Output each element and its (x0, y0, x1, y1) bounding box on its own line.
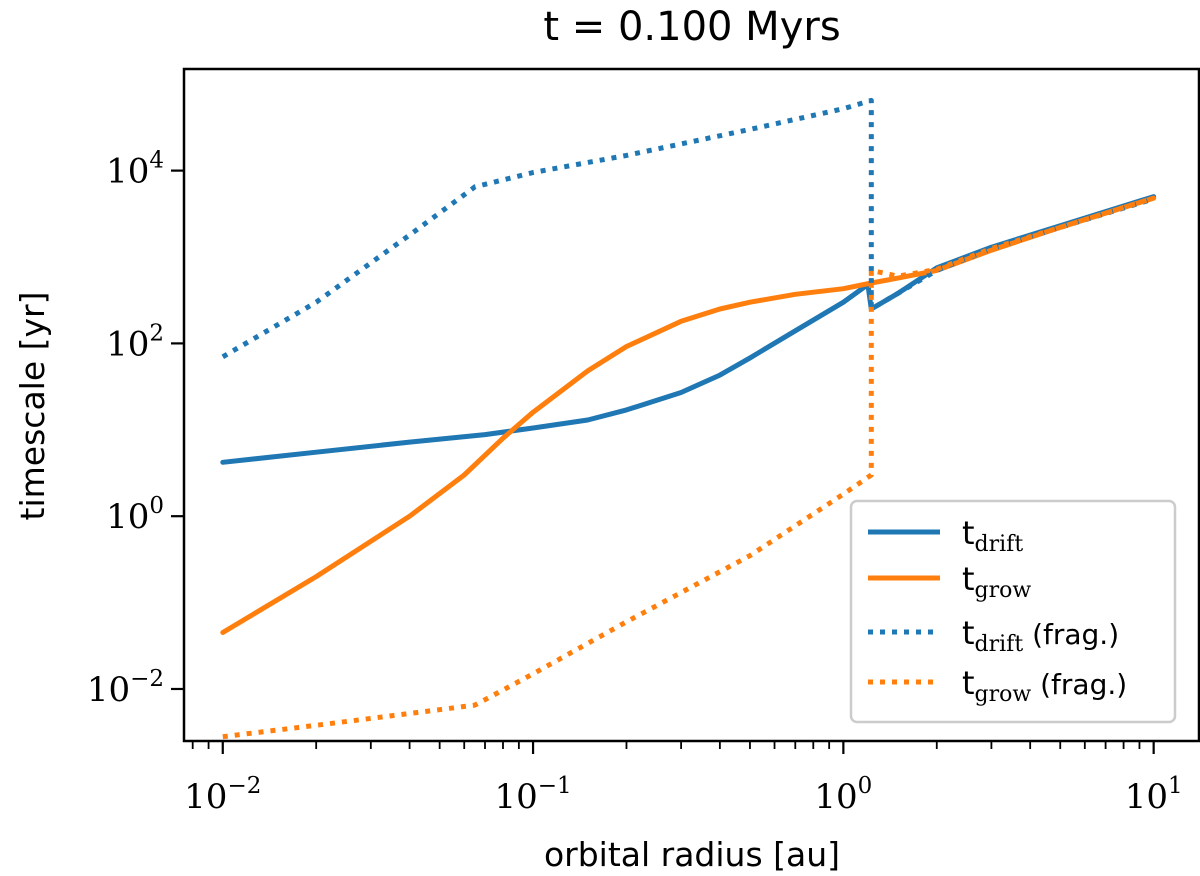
x-axis-label: orbital radius [au] (544, 835, 840, 874)
legend-label: tgrow (962, 560, 1031, 603)
major-ticks: 10−2 10−1 100 101 10−2 100 102 104 (87, 148, 1183, 817)
legend-label: tgrow (frag.) (962, 664, 1127, 707)
chart-title: t = 0.100 Myrs (543, 4, 840, 50)
series-line-t-drift (220, 194, 1157, 465)
x-tick-label: 10−2 (184, 773, 261, 817)
legend-label: tdrift (962, 514, 1023, 557)
x-tick-label: 101 (1125, 773, 1183, 817)
y-tick-label: 102 (106, 320, 164, 364)
x-tick-label: 10−1 (494, 773, 571, 817)
y-tick-label: 10−2 (87, 666, 164, 710)
legend-label: tdrift (frag.) (962, 614, 1119, 657)
x-tick-label: 100 (814, 773, 872, 817)
y-tick-label: 104 (106, 148, 164, 192)
series-line-t-grow (220, 195, 1157, 635)
series-layer (220, 97, 1157, 740)
minor-ticks (191, 741, 1141, 749)
plot-frame (182, 67, 1200, 743)
legend-box (849, 499, 1177, 724)
y-tick-label: 100 (106, 493, 164, 537)
series-line-t-grow-frag (222, 195, 1155, 740)
series-line-t-drift-frag (221, 97, 1155, 359)
y-axis-label: timescale [yr] (13, 292, 52, 521)
